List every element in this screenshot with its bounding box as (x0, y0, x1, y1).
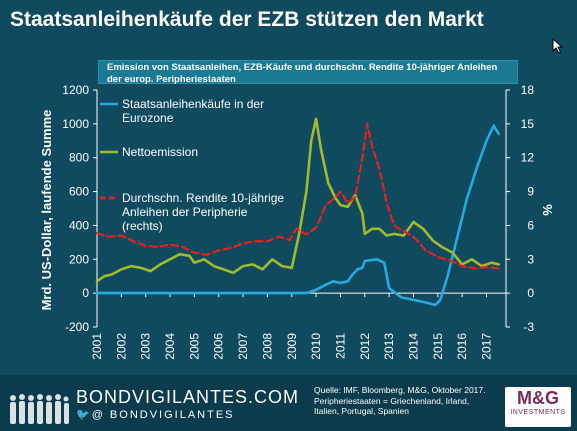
legend-label-2: Nettoemission (122, 145, 198, 159)
axes: -200 0 200 400 600 800 1000 1200 -3 0 3 6 9 12 15 18 200… (62, 83, 534, 360)
x-tick-label: 2013 (382, 333, 396, 360)
series-line-1 (95, 124, 501, 307)
legend: Staatsanleihenkäufe in der Eurozone Nettoe… (100, 97, 284, 233)
brand-name[interactable]: BONDVIGILANTES.COM (76, 387, 300, 407)
x-tick-label: 2005 (187, 333, 201, 360)
y-tick-label-right: 12 (521, 151, 535, 165)
y-tick-label-left: 400 (69, 218, 89, 232)
x-tick-label: 2002 (114, 333, 128, 360)
x-tick-label: 2014 (406, 333, 420, 360)
footer-bar (0, 375, 577, 431)
x-tick-label: 2004 (163, 333, 177, 360)
legend-label-3: Durchschn. Rendite 10-jährige Anleihen de… (122, 191, 284, 233)
x-tick-label: 2017 (480, 333, 494, 360)
y-tick-label-right: 15 (521, 117, 535, 131)
x-tick-label: 2015 (431, 333, 445, 360)
y-axis-label-left: Mrd. US-Dollar, laufende Summe (39, 110, 54, 311)
x-tick-label: 2012 (358, 333, 372, 360)
y-tick-label-left: 600 (69, 185, 89, 199)
mg-logo-text: M&G (517, 388, 559, 408)
x-tick-label: 2016 (455, 333, 469, 360)
x-tick-label: 2007 (236, 333, 250, 360)
y-tick-label-right: 6 (527, 218, 534, 232)
mouse-cursor-icon (552, 38, 564, 54)
x-tick-label: 2006 (212, 333, 226, 360)
x-tick-label: 2010 (309, 333, 323, 360)
y-tick-label-left: -200 (65, 320, 89, 334)
y-tick-label-left: 1000 (62, 117, 89, 131)
chart-title: Staatsanleihenkäufe der EZB stützen den … (10, 8, 484, 31)
x-tick-label: 2008 (260, 333, 274, 360)
y-axis-label-right: % (540, 204, 555, 216)
mg-logo[interactable]: M&G INVESTMENTS (505, 387, 571, 427)
y-tick-label-right: -3 (523, 320, 534, 334)
x-tick-label: 2009 (285, 333, 299, 360)
y-tick-label-left: 0 (82, 286, 89, 300)
chart-canvas: -200 0 200 400 600 800 1000 1200 -3 0 3 6 9 12 15 18 200… (39, 83, 555, 360)
y-tick-label-right: 3 (527, 252, 534, 266)
source-note: Quelle: IMF, Bloomberg, M&G, Oktober 201… (314, 385, 494, 417)
chart-subtitle: Emission von Staatsanleihen, EZB-Käufe u… (98, 60, 518, 85)
x-tick-label: 2001 (90, 333, 104, 360)
y-tick-label-left: 800 (69, 151, 89, 165)
y-tick-label-left: 1200 (62, 83, 89, 97)
y-tick-label-right: 9 (527, 185, 534, 199)
x-tick-label: 2003 (139, 333, 153, 360)
series-line-3 (95, 122, 500, 270)
y-tick-label-right: 0 (527, 286, 534, 300)
source-line-1: Quelle: IMF, Bloomberg, M&G, Oktober 201… (314, 385, 486, 395)
y-tick-label-right: 18 (521, 83, 535, 97)
x-tick-label: 2011 (333, 333, 347, 359)
legend-label-1: Staatsanleihenkäufe in der Eurozone (122, 97, 264, 125)
people-silhouettes-icon (10, 394, 69, 424)
series-line-2 (95, 117, 501, 283)
y-tick-label-left: 200 (69, 252, 89, 266)
handle-text: @ BONDVIGILANTES (91, 409, 235, 421)
mg-logo-sub: INVESTMENTS (510, 409, 566, 416)
series-lines (95, 117, 501, 307)
twitter-handle[interactable]: 🐦@ BONDVIGILANTES (76, 408, 235, 421)
twitter-bird-icon: 🐦 (76, 409, 92, 421)
source-line-2: Peripheriestaaten = Griechenland, Irland… (314, 395, 470, 417)
